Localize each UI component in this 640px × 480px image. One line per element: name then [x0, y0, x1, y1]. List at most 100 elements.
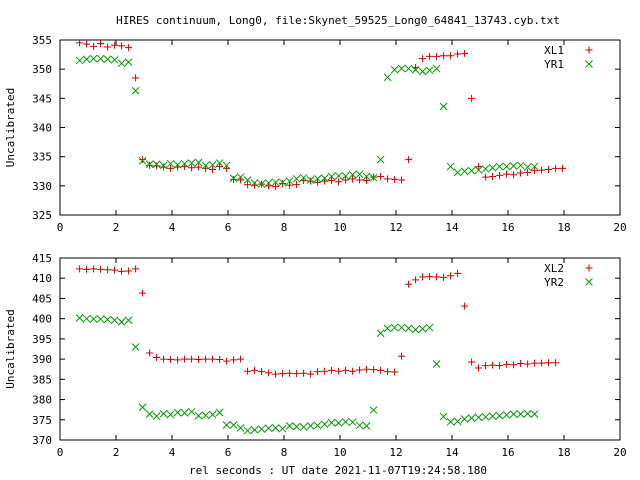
data-point-yr1 — [96, 54, 105, 63]
y-tick-label: 325 — [32, 209, 52, 222]
data-point-yr2 — [299, 423, 308, 431]
data-point-xl2 — [251, 366, 259, 374]
data-point-xl1 — [356, 176, 364, 184]
x-tick-label: 16 — [501, 446, 514, 459]
data-point-yr2 — [138, 403, 147, 412]
data-point-xl1 — [293, 181, 301, 189]
data-point-yr1 — [222, 161, 231, 170]
data-point-xl1 — [139, 156, 147, 164]
data-point-xl2 — [300, 369, 308, 377]
data-point-xl2 — [258, 368, 266, 376]
data-point-yr2 — [320, 420, 329, 429]
data-point-xl1 — [524, 168, 532, 176]
data-point-xl2 — [237, 355, 245, 363]
data-point-xl2 — [384, 368, 392, 376]
data-point-xl2 — [419, 273, 427, 281]
data-point-xl1 — [468, 94, 476, 102]
data-point-yr1 — [446, 162, 455, 171]
data-point-xl1 — [195, 163, 203, 171]
data-point-yr2 — [222, 421, 231, 429]
data-point-xl1 — [97, 40, 105, 47]
data-point-xl2 — [377, 366, 385, 374]
data-point-yr2 — [75, 314, 84, 322]
data-point-xl2 — [496, 362, 504, 370]
data-point-xl2 — [90, 265, 98, 273]
data-point-yr1 — [278, 178, 287, 187]
data-point-xl1 — [454, 50, 462, 58]
data-point-xl2 — [370, 366, 378, 374]
data-point-yr1 — [194, 158, 203, 167]
x-tick-label: 18 — [557, 446, 570, 459]
data-point-xl2 — [188, 355, 196, 363]
data-point-xl2 — [230, 356, 238, 364]
legend-label: XL2 — [544, 262, 564, 275]
y-tick-label: 380 — [32, 394, 52, 407]
data-point-xl2 — [104, 266, 112, 274]
x-tick-label: 4 — [169, 446, 176, 459]
data-point-xl2 — [461, 302, 469, 310]
data-point-xl1 — [76, 39, 84, 47]
data-point-xl2 — [202, 355, 210, 363]
data-point-xl2 — [524, 360, 532, 368]
data-point-yr1 — [327, 172, 336, 181]
data-point-xl1 — [188, 164, 196, 172]
data-point-xl2 — [195, 356, 203, 364]
data-point-yr2 — [187, 407, 196, 416]
data-point-yr1 — [117, 59, 126, 68]
data-point-xl1 — [531, 167, 539, 175]
data-point-xl2 — [398, 352, 406, 360]
data-point-yr2 — [180, 409, 189, 417]
y-tick-label: 375 — [32, 414, 52, 427]
data-point-xl2 — [510, 361, 518, 369]
x-tick-label: 6 — [225, 221, 232, 234]
y-tick-label: 400 — [32, 313, 52, 326]
data-point-yr2 — [257, 425, 266, 433]
data-point-yr2 — [439, 412, 448, 421]
data-point-yr1 — [152, 160, 161, 169]
data-point-yr1 — [243, 176, 252, 184]
data-point-yr1 — [292, 174, 301, 183]
data-point-yr2 — [397, 323, 406, 332]
data-point-yr1 — [250, 179, 259, 187]
data-point-yr2 — [516, 410, 525, 418]
data-point-yr2 — [271, 424, 280, 432]
data-point-yr1 — [236, 173, 245, 181]
x-tick-label: 8 — [281, 446, 288, 459]
data-point-yr1 — [495, 162, 504, 171]
y-tick-label: 330 — [32, 180, 52, 193]
data-point-yr1 — [159, 161, 168, 170]
data-point-xl2 — [146, 349, 154, 357]
data-point-yr2 — [82, 314, 91, 323]
data-point-xl1 — [447, 52, 455, 60]
data-point-xl2 — [356, 366, 364, 374]
data-point-yr2 — [152, 412, 161, 420]
data-point-yr2 — [376, 329, 385, 338]
data-point-yr2 — [362, 421, 371, 430]
y-tick-label: 335 — [32, 151, 52, 164]
data-point-xl2 — [111, 266, 119, 274]
data-point-xl1 — [510, 171, 518, 179]
plot-frame — [59, 39, 621, 216]
data-point-yr2 — [341, 417, 350, 426]
data-point-xl2 — [132, 265, 140, 273]
data-point-xl2 — [489, 361, 497, 369]
data-point-xl2 — [153, 353, 161, 361]
data-point-yr2 — [159, 409, 168, 418]
x-tick-label: 10 — [333, 221, 346, 234]
data-point-xl1 — [559, 164, 567, 172]
data-point-xl1 — [503, 170, 511, 178]
lower-plot-panel: 0 2 4 6 8 10 12 14 16 18 20 370 375 380 385 390 395 400 40… — [4, 252, 627, 459]
x-tick-label: 14 — [445, 446, 459, 459]
data-point-xl1 — [363, 177, 371, 185]
data-point-yr2 — [194, 411, 203, 420]
data-point-yr2 — [488, 412, 497, 420]
data-point-xl1 — [314, 178, 322, 186]
data-point-yr2 — [306, 421, 315, 430]
data-point-xl2 — [272, 370, 280, 378]
chart-title: HIRES continuum, Long0, file:Skynet_5952… — [116, 14, 560, 27]
data-point-xl2 — [265, 369, 273, 377]
x-tick-label: 14 — [445, 221, 459, 234]
legend-marker-cross — [585, 278, 593, 286]
data-point-xl2 — [244, 367, 252, 375]
data-point-xl1 — [90, 42, 98, 50]
